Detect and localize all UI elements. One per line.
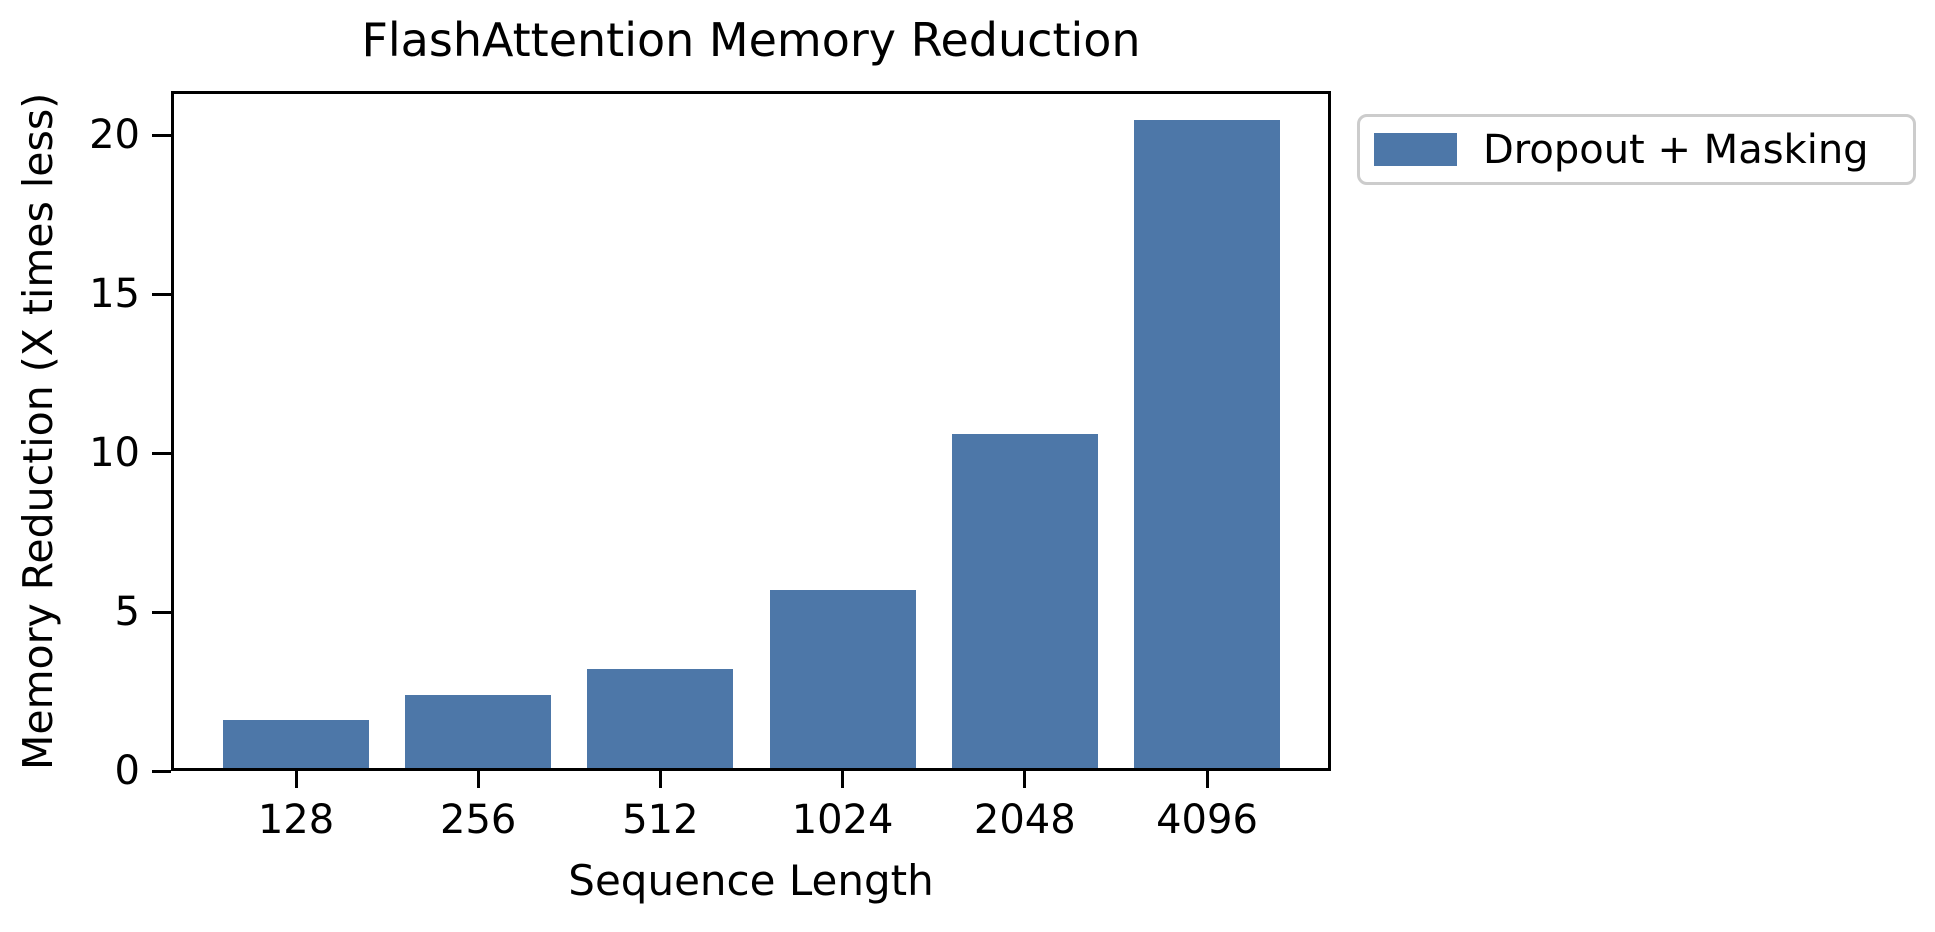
y-tick-mark-15 xyxy=(152,292,171,296)
bar-256 xyxy=(405,695,552,768)
legend-swatch-icon xyxy=(1374,133,1457,166)
y-tick-label-15: 15 xyxy=(89,271,140,318)
x-tick-mark-256 xyxy=(476,771,480,788)
y-tick-mark-0 xyxy=(152,769,171,773)
bar-128 xyxy=(223,720,369,768)
x-tick-mark-1024 xyxy=(841,771,845,788)
y-tick-label-20: 20 xyxy=(89,112,140,159)
bar-512 xyxy=(587,669,734,768)
x-axis-label: Sequence Length xyxy=(568,856,934,905)
x-tick-label-1024: 1024 xyxy=(791,797,894,843)
x-tick-label-4096: 4096 xyxy=(1156,797,1258,843)
x-tick-mark-512 xyxy=(658,771,662,788)
y-tick-mark-20 xyxy=(152,133,171,137)
bar-4096 xyxy=(1134,120,1280,768)
x-tick-mark-2048 xyxy=(1023,771,1027,788)
y-tick-label-0: 0 xyxy=(114,748,140,794)
y-tick-label-5: 5 xyxy=(114,589,140,636)
plot-area xyxy=(171,91,1331,771)
legend: Dropout + Masking xyxy=(1357,114,1916,185)
bar-1024 xyxy=(769,590,916,768)
chart-title: FlashAttention Memory Reduction xyxy=(361,13,1141,67)
bar-2048 xyxy=(951,434,1098,768)
x-tick-mark-128 xyxy=(294,771,298,788)
x-tick-label-512: 512 xyxy=(622,797,699,843)
x-tick-label-128: 128 xyxy=(257,797,335,843)
legend-label: Dropout + Masking xyxy=(1483,126,1869,173)
x-tick-mark-4096 xyxy=(1205,771,1209,788)
x-tick-label-256: 256 xyxy=(440,797,517,843)
x-tick-label-2048: 2048 xyxy=(973,797,1076,843)
y-tick-label-10: 10 xyxy=(89,430,140,477)
y-tick-mark-10 xyxy=(152,451,171,455)
y-tick-mark-5 xyxy=(152,610,171,614)
